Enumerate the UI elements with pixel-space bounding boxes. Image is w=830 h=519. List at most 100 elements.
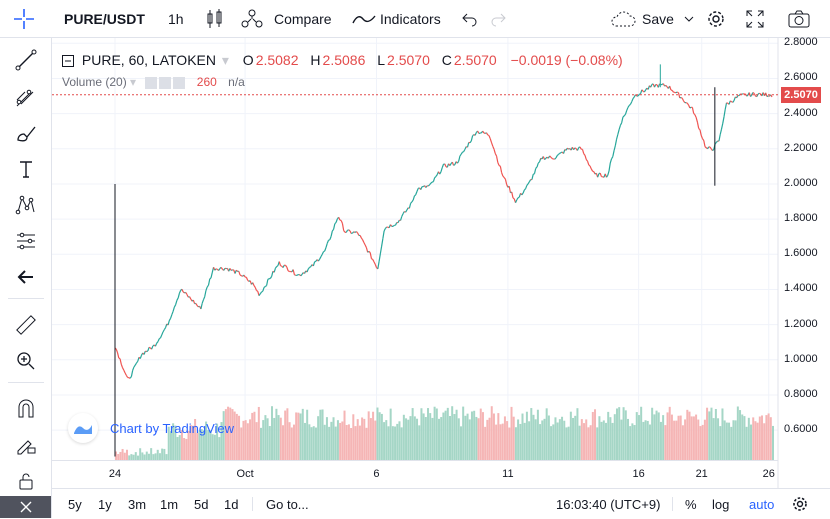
eye-icon[interactable] bbox=[145, 77, 157, 89]
price-segment bbox=[133, 367, 134, 370]
price-segment bbox=[205, 290, 206, 296]
price-segment bbox=[349, 230, 350, 231]
price-segment bbox=[509, 186, 510, 192]
price-segment bbox=[197, 306, 198, 307]
snapshot-button[interactable] bbox=[788, 0, 810, 38]
volume-bar bbox=[344, 411, 346, 460]
price-segment bbox=[177, 298, 178, 300]
volume-bar bbox=[561, 417, 563, 460]
percent-label: % bbox=[685, 497, 697, 512]
lock-tool[interactable] bbox=[11, 466, 41, 496]
price-segment bbox=[457, 161, 458, 163]
price-segment bbox=[600, 173, 601, 177]
volume-bar bbox=[363, 419, 365, 460]
text-tool[interactable] bbox=[11, 154, 41, 184]
price-segment bbox=[378, 262, 379, 269]
volume-bar bbox=[693, 416, 695, 460]
price-segment bbox=[341, 220, 342, 223]
magnet-tool[interactable] bbox=[11, 394, 41, 424]
measure-tool[interactable] bbox=[11, 226, 41, 256]
price-segment bbox=[201, 303, 202, 309]
price-segment bbox=[149, 347, 150, 348]
price-segment bbox=[471, 136, 472, 141]
price-segment bbox=[401, 216, 402, 220]
brush-tool[interactable] bbox=[11, 118, 41, 148]
volume-bar bbox=[574, 416, 576, 460]
collapse-toolbar-button[interactable] bbox=[0, 496, 51, 518]
percent-toggle[interactable]: % bbox=[685, 489, 697, 519]
chart-type-button[interactable] bbox=[206, 0, 224, 38]
volume-bar bbox=[541, 420, 543, 460]
chevron-down-icon bbox=[684, 15, 694, 23]
low-value: 2.5070 bbox=[387, 52, 430, 68]
price-tick-label: 1.0000 bbox=[784, 353, 818, 365]
price-segment bbox=[692, 107, 693, 113]
compare-button[interactable]: Compare bbox=[240, 0, 332, 38]
range-5d-button[interactable]: 5d bbox=[194, 489, 208, 519]
price-segment bbox=[651, 84, 652, 87]
volume-bar bbox=[240, 427, 242, 460]
volume-bar bbox=[282, 425, 284, 460]
price-segment bbox=[308, 267, 309, 268]
price-segment bbox=[215, 269, 216, 270]
volume-bar bbox=[682, 425, 684, 460]
lock-drawing-tool[interactable] bbox=[11, 430, 41, 460]
price-segment bbox=[747, 95, 748, 96]
range-1y-button[interactable]: 1y bbox=[98, 489, 112, 519]
volume-bar bbox=[596, 427, 598, 460]
legend-menu-icon[interactable]: ▾ bbox=[222, 52, 229, 68]
fib-tool[interactable] bbox=[11, 82, 41, 112]
range-1m-button[interactable]: 1m bbox=[160, 489, 178, 519]
log-toggle[interactable]: log bbox=[712, 489, 729, 519]
close-icon[interactable] bbox=[173, 77, 185, 89]
price-segment bbox=[610, 159, 611, 163]
volume-bar bbox=[717, 418, 719, 460]
volume-bar bbox=[502, 424, 504, 460]
symbol-search-button[interactable]: PURE/USDT bbox=[64, 0, 145, 38]
collapse-legend-icon bbox=[62, 55, 74, 67]
volume-bar bbox=[662, 415, 664, 460]
range-3m-button[interactable]: 3m bbox=[128, 489, 146, 519]
price-segment bbox=[555, 158, 556, 159]
volume-bar bbox=[438, 419, 440, 460]
tradingview-watermark[interactable]: Chart by TradingView bbox=[68, 412, 234, 444]
price-segment bbox=[473, 135, 474, 136]
zoom-tool[interactable] bbox=[11, 346, 41, 376]
trend-line-tool[interactable] bbox=[11, 45, 41, 75]
volume-bar bbox=[139, 448, 141, 460]
auto-toggle[interactable]: auto bbox=[749, 489, 774, 519]
price-segment bbox=[286, 265, 287, 267]
price-segment bbox=[696, 118, 697, 123]
range-1d-button[interactable]: 1d bbox=[224, 489, 238, 519]
save-button[interactable]: Save bbox=[610, 0, 694, 38]
price-segment bbox=[537, 163, 538, 167]
pattern-tool[interactable] bbox=[11, 190, 41, 220]
redo-button[interactable] bbox=[490, 0, 506, 38]
crosshair-icon[interactable] bbox=[12, 0, 36, 38]
price-segment bbox=[699, 129, 700, 130]
fullscreen-button[interactable] bbox=[746, 0, 764, 38]
price-segment bbox=[442, 164, 443, 167]
hide-toolbar-tool[interactable] bbox=[11, 262, 41, 292]
undo-button[interactable] bbox=[462, 0, 478, 38]
timezone-button[interactable]: 16:03:40 (UTC+9) bbox=[556, 489, 660, 519]
ruler-tool[interactable] bbox=[11, 310, 41, 340]
range-5y-button[interactable]: 5y bbox=[68, 489, 82, 519]
price-segment bbox=[130, 376, 131, 378]
volume-bar bbox=[278, 415, 280, 460]
volume-menu-icon[interactable]: ▾ bbox=[130, 75, 136, 89]
price-segment bbox=[590, 166, 591, 169]
goto-button[interactable]: Go to... bbox=[266, 489, 309, 519]
volume-bar bbox=[486, 420, 488, 460]
price-segment bbox=[436, 175, 437, 177]
settings-button[interactable] bbox=[706, 0, 726, 38]
chart-settings-button[interactable] bbox=[792, 489, 808, 519]
gear-icon[interactable] bbox=[159, 77, 171, 89]
price-segment bbox=[478, 131, 479, 134]
indicators-button[interactable]: Indicators bbox=[352, 0, 441, 38]
volume-bar bbox=[249, 419, 251, 460]
price-segment bbox=[344, 231, 345, 233]
interval-button[interactable]: 1h bbox=[168, 0, 184, 38]
volume-bar bbox=[456, 410, 458, 460]
